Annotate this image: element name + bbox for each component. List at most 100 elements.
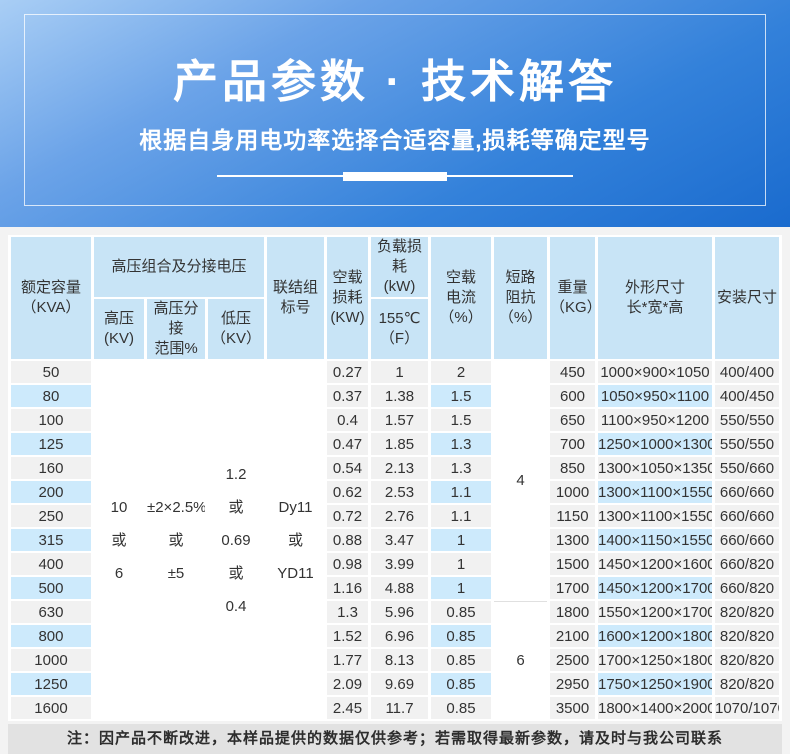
- cell-load-loss: 6.96: [371, 625, 428, 647]
- cell-no-load-loss: 1.16: [327, 577, 368, 599]
- cell-install: 660/820: [715, 553, 779, 575]
- table-row: 500 1.16 4.88 1 1700 1450×1200×1700 660/820: [10, 577, 779, 599]
- header-load-loss: 负载损耗 (kW): [371, 237, 428, 297]
- cell-no-load-current: 1.5: [431, 385, 491, 407]
- cell-install: 550/550: [715, 433, 779, 455]
- cell-dimensions: 1300×1050×1350: [598, 457, 712, 479]
- cell-no-load-current: 1.1: [431, 505, 491, 527]
- cell-no-load-loss: 1.77: [327, 649, 368, 671]
- cell-install: 1070/1070: [715, 697, 779, 719]
- cell-load-loss: 1.38: [371, 385, 428, 407]
- cell-install: 820/820: [715, 625, 779, 647]
- cell-install: 660/820: [715, 577, 779, 599]
- cell-capacity: 1000: [10, 649, 91, 671]
- table-row: 1000 1.77 8.13 0.85 2500 1700×1250×1800 820/82…: [10, 649, 779, 671]
- spec-table: 额定容量 （KVA） 高压组合及分接电压 联结组 标号 空载 损耗 (KW) 负…: [7, 235, 782, 721]
- cell-weight: 700: [550, 433, 595, 455]
- cell-dimensions: 1300×1100×1550: [598, 505, 712, 527]
- cell-dimensions: 1050×950×1100: [598, 385, 712, 407]
- cell-weight: 1000: [550, 481, 595, 503]
- cell-weight: 1500: [550, 553, 595, 575]
- cell-install: 550/660: [715, 457, 779, 479]
- cell-install: 820/820: [715, 673, 779, 695]
- cell-dimensions: 1450×1200×1700: [598, 577, 712, 599]
- header-install: 安装尺寸: [715, 237, 779, 359]
- banner-divider: [217, 172, 573, 181]
- cell-weight: 650: [550, 409, 595, 431]
- cell-weight: 1700: [550, 577, 595, 599]
- table-row: 200 0.62 2.53 1.1 1000 1300×1100×1550 660/660: [10, 481, 779, 503]
- cell-capacity: 200: [10, 481, 91, 503]
- banner-content: 产品参数 · 技术解答 根据自身用电功率选择合适容量,损耗等确定型号: [0, 0, 790, 181]
- cell-weight: 850: [550, 457, 595, 479]
- cell-no-load-loss: 1.3: [327, 601, 368, 623]
- cell-capacity: 315: [10, 529, 91, 551]
- header-lv: 低压 （KV）: [207, 299, 264, 359]
- cell-install: 400/400: [715, 361, 779, 383]
- header-capacity: 额定容量 （KVA）: [10, 237, 91, 359]
- cell-load-loss: 11.7: [371, 697, 428, 719]
- header-vector-group: 联结组 标号: [267, 237, 324, 359]
- header-dimensions: 外形尺寸 长*宽*高: [598, 237, 712, 359]
- cell-no-load-current: 1.5: [431, 409, 491, 431]
- header-no-load-current: 空载 电流 （%）: [431, 237, 491, 359]
- header-group-row: 额定容量 （KVA） 高压组合及分接电压 联结组 标号 空载 损耗 (KW) 负…: [10, 237, 779, 359]
- table-row: 125 0.47 1.85 1.3 700 1250×1000×1300 550/550: [10, 433, 779, 455]
- table-row: 250 0.72 2.76 1.1 1150 1300×1100×1550 660/660: [10, 505, 779, 527]
- table-row: 100 0.4 1.57 1.5 650 1100×950×1200 550/550: [10, 409, 779, 431]
- cell-weight: 1300: [550, 529, 595, 551]
- cell-hv-tap-merged: ±2×2.5% 或 ±5: [146, 361, 205, 719]
- cell-no-load-loss: 0.62: [327, 481, 368, 503]
- table-body: 50 10 或 6 ±2×2.5% 或 ±5 1.2 或 0.69 或 0.4 Dy11…: [10, 361, 779, 719]
- cell-dimensions: 1700×1250×1800: [598, 649, 712, 671]
- table-row: 160 0.54 2.13 1.3 850 1300×1050×1350 550/660: [10, 457, 779, 479]
- cell-no-load-loss: 2.09: [327, 673, 368, 695]
- header-weight: 重量 （KG）: [550, 237, 595, 359]
- banner: 产品参数 · 技术解答 根据自身用电功率选择合适容量,损耗等确定型号: [0, 0, 790, 227]
- cell-no-load-current: 0.85: [431, 625, 491, 647]
- cell-no-load-loss: 0.27: [327, 361, 368, 383]
- table-row: 630 1.3 5.96 0.85 6 1800 1550×1200×1700 820/820: [10, 601, 779, 719]
- cell-no-load-loss: 0.37: [327, 385, 368, 407]
- cell-capacity: 400: [10, 553, 91, 575]
- cell-weight: 1150: [550, 505, 595, 527]
- cell-no-load-loss: 0.72: [327, 505, 368, 527]
- cell-install: 820/820: [715, 601, 779, 623]
- cell-install: 660/660: [715, 481, 779, 503]
- cell-capacity: 1250: [10, 673, 91, 695]
- cell-load-loss: 5.96: [371, 601, 428, 623]
- header-sub-row: 高压 (KV) 高压分接 范围% 低压 （KV） 155℃ （F）: [11, 299, 779, 359]
- cell-load-loss: 1: [371, 361, 428, 383]
- cell-install: 660/660: [715, 529, 779, 551]
- header-hv-group: 高压组合及分接电压: [93, 237, 264, 297]
- cell-no-load-loss: 2.45: [327, 697, 368, 719]
- cell-load-loss: 3.99: [371, 553, 428, 575]
- cell-no-load-current: 1.3: [431, 457, 491, 479]
- table-row: 1250 2.09 9.69 0.85 2950 1750×1250×1900 820/82…: [10, 673, 779, 695]
- cell-no-load-current: 1: [431, 577, 491, 599]
- table-row: 50 10 或 6 ±2×2.5% 或 ±5 1.2 或 0.69 或 0.4 Dy11…: [10, 361, 779, 719]
- cell-load-loss: 8.13: [371, 649, 428, 671]
- cell-load-loss: 1.85: [371, 433, 428, 455]
- cell-dimensions: 1550×1200×1700: [598, 601, 712, 623]
- cell-no-load-loss: 0.88: [327, 529, 368, 551]
- cell-dimensions: 1400×1150×1550: [598, 529, 712, 551]
- cell-no-load-loss: 0.54: [327, 457, 368, 479]
- cell-no-load-current: 2: [431, 361, 491, 383]
- table-row: 80 0.37 1.38 1.5 600 1050×950×1100 400/450: [10, 385, 779, 407]
- cell-hv-merged: 10 或 6: [93, 361, 144, 719]
- cell-dimensions: 1600×1200×1800: [598, 625, 712, 647]
- table-row: 400 0.98 3.99 1 1500 1450×1200×1600 660/820: [10, 553, 779, 575]
- header-hv-tap: 高压分接 范围%: [146, 299, 205, 359]
- cell-dimensions: 1800×1400×2000: [598, 697, 712, 719]
- divider-thick-segment: [343, 172, 447, 181]
- header-load-loss-temp: 155℃ （F）: [371, 299, 428, 359]
- cell-install: 820/820: [715, 649, 779, 671]
- cell-load-loss: 2.13: [371, 457, 428, 479]
- cell-no-load-current: 0.85: [431, 673, 491, 695]
- cell-load-loss: 2.53: [371, 481, 428, 503]
- cell-dimensions: 1100×950×1200: [598, 409, 712, 431]
- cell-capacity: 100: [10, 409, 91, 431]
- cell-weight: 2500: [550, 649, 595, 671]
- note-text: 注：因产品不断改进，本样品提供的数据仅供参考；若需取得最新参数，请及时与我公司联…: [66, 730, 723, 747]
